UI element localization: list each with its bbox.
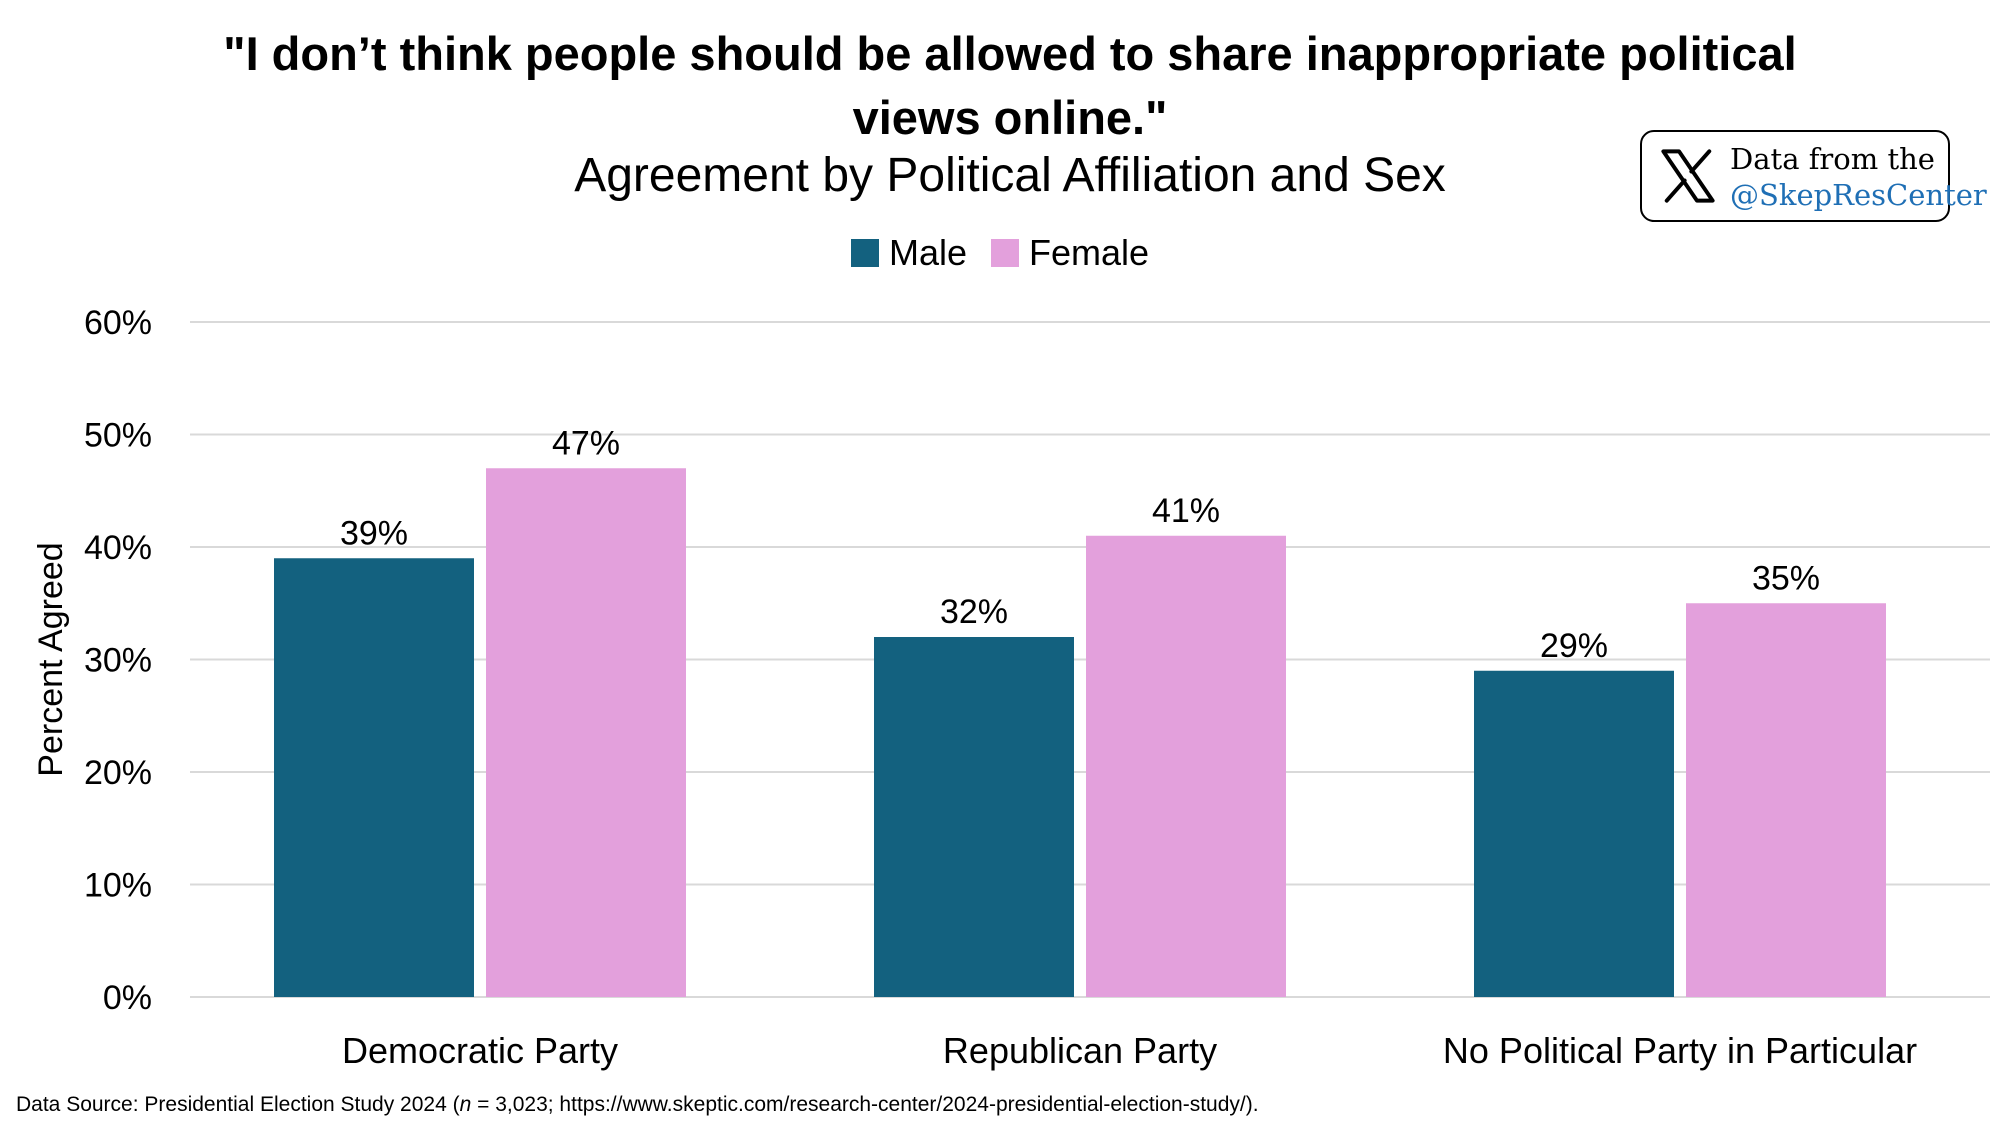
data-label-female-1: 41% bbox=[1152, 492, 1220, 530]
legend-swatch-female bbox=[990, 239, 1019, 267]
chart-title-line-1: "I don’t think people should be allowed … bbox=[223, 27, 1797, 80]
y-tick-label-20: 20% bbox=[84, 754, 152, 792]
footer-suffix: = 3,023; https://www.skeptic.com/researc… bbox=[471, 1093, 1259, 1116]
y-tick-label-50: 50% bbox=[84, 417, 152, 455]
badge-handle-link[interactable]: @SkepResCenter bbox=[1730, 178, 1987, 212]
y-tick-label-10: 10% bbox=[84, 867, 152, 905]
chart-subtitle: Agreement by Political Affiliation and S… bbox=[574, 149, 1446, 202]
legend-item-male: Male bbox=[850, 232, 967, 274]
data-label-female-0: 47% bbox=[552, 424, 620, 462]
x-logo-icon bbox=[1661, 149, 1715, 203]
twitter-source-badge[interactable]: Data from the @SkepResCenter bbox=[1640, 130, 1987, 222]
bar-female-2 bbox=[1686, 603, 1886, 997]
footer-n-symbol: n bbox=[459, 1093, 472, 1116]
bar-male-1 bbox=[874, 637, 1074, 997]
y-tick-label-40: 40% bbox=[84, 529, 152, 567]
bar-female-0 bbox=[486, 468, 686, 997]
data-source-footer: Data Source: Presidential Election Study… bbox=[16, 1093, 1259, 1117]
legend-label-male: Male bbox=[888, 232, 967, 273]
x-category-label-0: Democratic Party bbox=[342, 1030, 618, 1071]
data-label-male-2: 29% bbox=[1540, 627, 1608, 665]
x-category-label-1: Republican Party bbox=[943, 1030, 1217, 1071]
chart-title-line-2: views online." bbox=[852, 91, 1168, 144]
bar-male-0 bbox=[274, 558, 474, 997]
y-tick-label-30: 30% bbox=[84, 642, 152, 680]
data-label-female-2: 35% bbox=[1752, 559, 1820, 597]
chart-legend: Male Female bbox=[0, 232, 2000, 274]
legend-label-female: Female bbox=[1028, 232, 1150, 273]
legend-swatch-male bbox=[850, 239, 879, 267]
bar-male-2 bbox=[1474, 670, 1674, 997]
x-category-label-2: No Political Party in Particular bbox=[1443, 1030, 1917, 1071]
data-label-male-0: 39% bbox=[340, 514, 408, 552]
chart-title: "I don’t think people should be allowed … bbox=[150, 22, 1870, 150]
y-tick-label-0: 0% bbox=[103, 979, 152, 1017]
badge-text-data-from: Data from the bbox=[1730, 142, 1935, 176]
bar-female-1 bbox=[1086, 535, 1286, 997]
data-label-male-1: 32% bbox=[940, 593, 1008, 631]
legend-item-female: Female bbox=[990, 232, 1150, 274]
y-tick-label-60: 60% bbox=[84, 304, 152, 342]
footer-prefix: Data Source: Presidential Election Study… bbox=[16, 1093, 460, 1116]
y-axis-label: Percent Agreed bbox=[32, 542, 70, 776]
